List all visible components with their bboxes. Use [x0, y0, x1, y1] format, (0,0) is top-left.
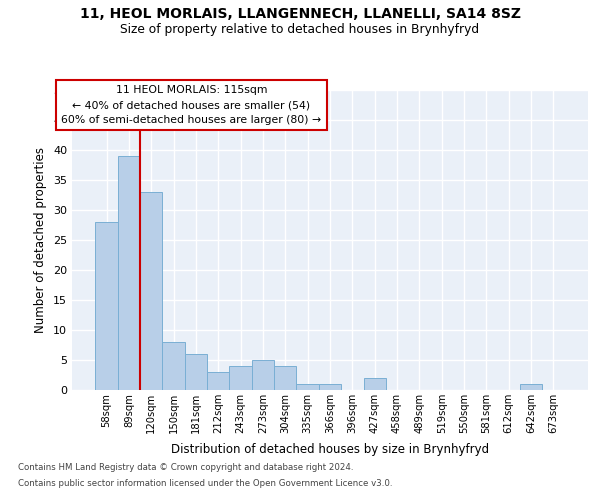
Bar — [163, 342, 185, 390]
Text: Contains HM Land Registry data © Crown copyright and database right 2024.: Contains HM Land Registry data © Crown c… — [18, 464, 353, 472]
Bar — [118, 156, 140, 390]
Bar — [207, 372, 229, 390]
Bar — [520, 384, 542, 390]
Bar — [274, 366, 296, 390]
Bar — [140, 192, 163, 390]
Text: Contains public sector information licensed under the Open Government Licence v3: Contains public sector information licen… — [18, 478, 392, 488]
Text: Size of property relative to detached houses in Brynhyfryd: Size of property relative to detached ho… — [121, 22, 479, 36]
Y-axis label: Number of detached properties: Number of detached properties — [34, 147, 47, 333]
Bar — [319, 384, 341, 390]
Bar — [252, 360, 274, 390]
Bar — [364, 378, 386, 390]
Text: 11 HEOL MORLAIS: 115sqm
← 40% of detached houses are smaller (54)
60% of semi-de: 11 HEOL MORLAIS: 115sqm ← 40% of detache… — [61, 85, 322, 125]
Text: Distribution of detached houses by size in Brynhyfryd: Distribution of detached houses by size … — [171, 442, 489, 456]
Bar — [229, 366, 252, 390]
Bar — [185, 354, 207, 390]
Text: 11, HEOL MORLAIS, LLANGENNECH, LLANELLI, SA14 8SZ: 11, HEOL MORLAIS, LLANGENNECH, LLANELLI,… — [79, 8, 521, 22]
Bar — [296, 384, 319, 390]
Bar — [95, 222, 118, 390]
